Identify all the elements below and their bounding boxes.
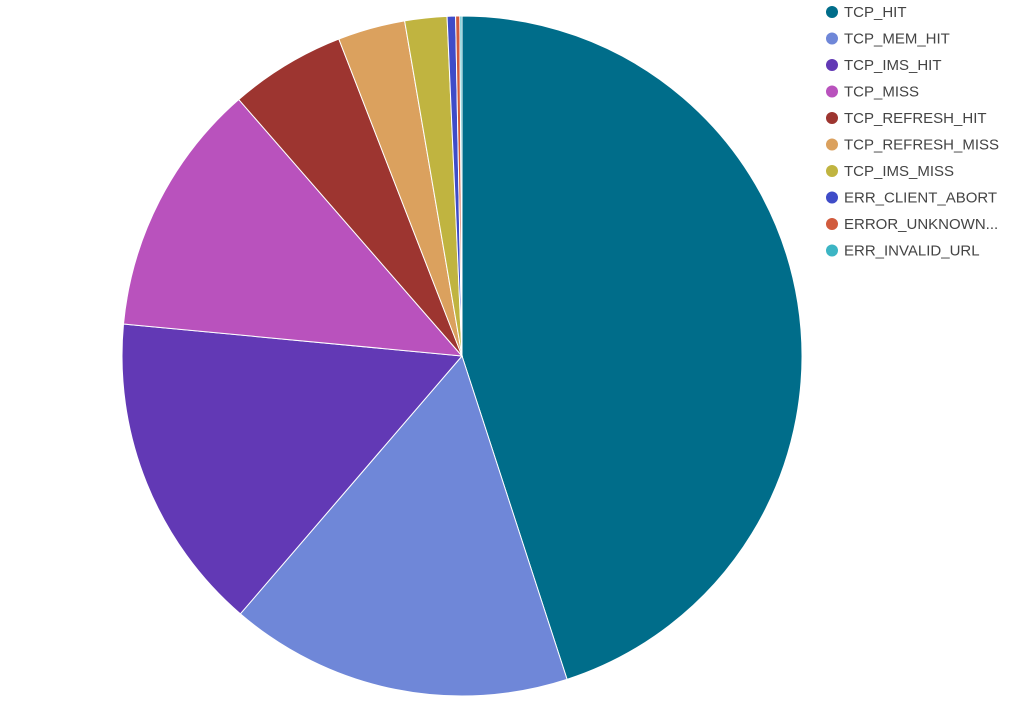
legend-swatch — [826, 85, 838, 98]
legend-label: ERR_CLIENT_ABORT — [844, 189, 997, 206]
legend-label: ERROR_UNKNOWN... — [844, 216, 998, 233]
legend-swatch — [826, 59, 838, 71]
pie-slice — [461, 15, 803, 680]
legend-label: TCP_HIT — [844, 4, 907, 21]
pie-slice — [239, 354, 568, 697]
legend-label: ERR_INVALID_URL — [844, 242, 980, 259]
legend-label: TCP_IMS_HIT — [844, 57, 942, 74]
legend-swatch — [826, 112, 838, 124]
legend-swatch — [826, 6, 838, 18]
pie-slice — [459, 15, 463, 357]
legend-swatch — [826, 191, 838, 204]
pie-slice — [122, 98, 464, 357]
pie-slice — [121, 323, 464, 615]
legend-swatch — [826, 218, 838, 230]
legend-label: TCP_REFRESH_HIT — [844, 110, 987, 127]
legend-swatch — [826, 244, 838, 257]
legend-swatch — [826, 138, 838, 151]
legend-label: TCP_REFRESH_MISS — [844, 136, 999, 153]
legend-swatch — [826, 32, 838, 45]
legend-label: TCP_IMS_MISS — [844, 163, 954, 180]
legend-label: TCP_MISS — [844, 83, 919, 100]
legend-label: TCP_MEM_HIT — [844, 30, 950, 47]
legend-swatch — [826, 165, 838, 177]
